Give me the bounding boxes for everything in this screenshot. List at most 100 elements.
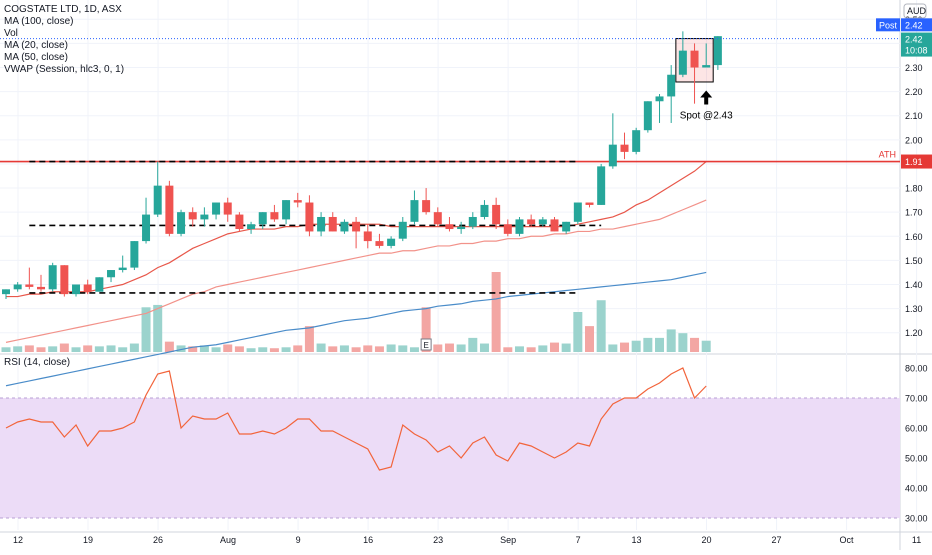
spot-annotation[interactable]: Spot @2.43	[680, 110, 733, 121]
candle-body[interactable]	[95, 277, 104, 292]
rsi-series-line[interactable]	[5, 367, 707, 471]
last-price-badge[interactable]	[901, 32, 932, 57]
candle-body[interactable]	[293, 200, 302, 203]
volume-bar	[351, 347, 361, 352]
rsi-tick-label: 80.00	[905, 364, 928, 374]
legend-ma100[interactable]: MA (100, close)	[4, 16, 74, 27]
candle-body[interactable]	[527, 219, 536, 225]
candle-body[interactable]	[282, 200, 291, 220]
candle-body[interactable]	[2, 289, 10, 295]
candle-body[interactable]	[398, 221, 407, 239]
candle-body[interactable]	[608, 144, 617, 167]
candle-body[interactable]	[60, 265, 69, 295]
annotations: Spot @2.43 ATH	[0, 38, 900, 160]
candle-body[interactable]	[562, 221, 571, 232]
candle-body[interactable]	[83, 284, 92, 292]
candle-body[interactable]	[305, 202, 314, 232]
candle-body[interactable]	[200, 214, 209, 220]
candle-body[interactable]	[118, 267, 127, 271]
volume-bar	[48, 346, 58, 352]
volume-bar	[234, 346, 244, 352]
candle-body[interactable]	[25, 284, 34, 287]
candle-body[interactable]	[492, 204, 501, 225]
earnings-marker[interactable]: E	[423, 341, 428, 350]
candle-body[interactable]	[142, 214, 151, 242]
candle-body[interactable]	[515, 219, 524, 234]
time-tick-label: 19	[83, 535, 93, 545]
candle-body[interactable]	[13, 284, 22, 290]
candle-body[interactable]	[433, 212, 442, 225]
candle-body[interactable]	[445, 224, 454, 230]
post-price-badge[interactable]	[901, 18, 932, 32]
time-tick-label: 20	[702, 535, 712, 545]
candle-body[interactable]	[188, 212, 197, 220]
candle-body[interactable]	[585, 202, 594, 205]
candle-body[interactable]	[153, 185, 162, 215]
candle-body[interactable]	[667, 74, 676, 97]
candle-body[interactable]	[550, 219, 559, 232]
candle-body[interactable]	[258, 212, 267, 225]
candle-body[interactable]	[352, 221, 361, 232]
candle-body[interactable]	[643, 101, 652, 131]
volume-bar	[503, 347, 513, 352]
candle-body[interactable]	[480, 204, 489, 217]
candle-body[interactable]	[223, 202, 232, 215]
volume-bar	[94, 346, 104, 352]
candle-body[interactable]	[573, 202, 582, 222]
volume-bar	[316, 343, 326, 352]
time-tick-label: 26	[153, 535, 163, 545]
candle-body[interactable]	[235, 214, 244, 230]
candle-body[interactable]	[340, 221, 349, 232]
candle-body[interactable]	[410, 200, 419, 222]
candle-body[interactable]	[247, 224, 256, 230]
candle-body[interactable]	[48, 265, 57, 290]
candle-body[interactable]	[387, 238, 396, 246]
earnings-marker-box[interactable]	[420, 338, 432, 351]
volume-bar	[188, 346, 198, 352]
volume-bar	[433, 344, 443, 352]
legend-ma20[interactable]: MA (20, close)	[4, 40, 68, 51]
candle-body[interactable]	[632, 130, 641, 152]
volume-bar	[596, 300, 606, 352]
candle-body[interactable]	[177, 212, 186, 234]
rsi-line	[5, 367, 707, 471]
candle-body[interactable]	[678, 50, 687, 75]
candle-body[interactable]	[503, 224, 512, 234]
candle-body[interactable]	[72, 284, 81, 295]
volume-bar	[655, 337, 665, 352]
post-badge[interactable]	[876, 18, 900, 32]
candle-body[interactable]	[270, 212, 279, 220]
candle-body[interactable]	[165, 185, 174, 234]
candle-body[interactable]	[655, 96, 664, 102]
ath-price-badge[interactable]	[901, 154, 932, 169]
candle-body[interactable]	[317, 216, 326, 232]
legend-ma50[interactable]: MA (50, close)	[4, 52, 68, 63]
candle-body[interactable]	[457, 226, 466, 230]
volume-bar	[479, 343, 489, 352]
rsi-tick-label: 50.00	[905, 454, 928, 464]
candle-body[interactable]	[37, 286, 46, 290]
candle-body[interactable]	[620, 144, 629, 152]
candle-body[interactable]	[702, 65, 711, 68]
rsi-title[interactable]: RSI (14, close)	[4, 357, 71, 368]
candle-body[interactable]	[713, 36, 722, 66]
ma100-line	[5, 271, 707, 387]
legend-vol[interactable]: Vol	[4, 28, 18, 39]
currency-label[interactable]: AUD	[907, 6, 927, 16]
candle-body[interactable]	[375, 241, 384, 246]
legend-symbol[interactable]: COGSTATE LTD, 1D, ASX	[4, 4, 122, 15]
candle-body[interactable]	[468, 216, 477, 227]
candle-body[interactable]	[538, 219, 547, 225]
candle-body[interactable]	[422, 200, 431, 213]
legend-vwap[interactable]: VWAP (Session, hlc3, 0, 1)	[4, 64, 125, 75]
candle-body[interactable]	[130, 241, 139, 268]
candle-body[interactable]	[328, 216, 337, 232]
candle-body[interactable]	[597, 166, 606, 205]
candle-body[interactable]	[690, 50, 699, 68]
candle-body[interactable]	[212, 202, 221, 215]
price-tick-label: 1.30	[905, 304, 923, 314]
candle-body[interactable]	[107, 270, 116, 278]
candle-body[interactable]	[363, 231, 372, 242]
